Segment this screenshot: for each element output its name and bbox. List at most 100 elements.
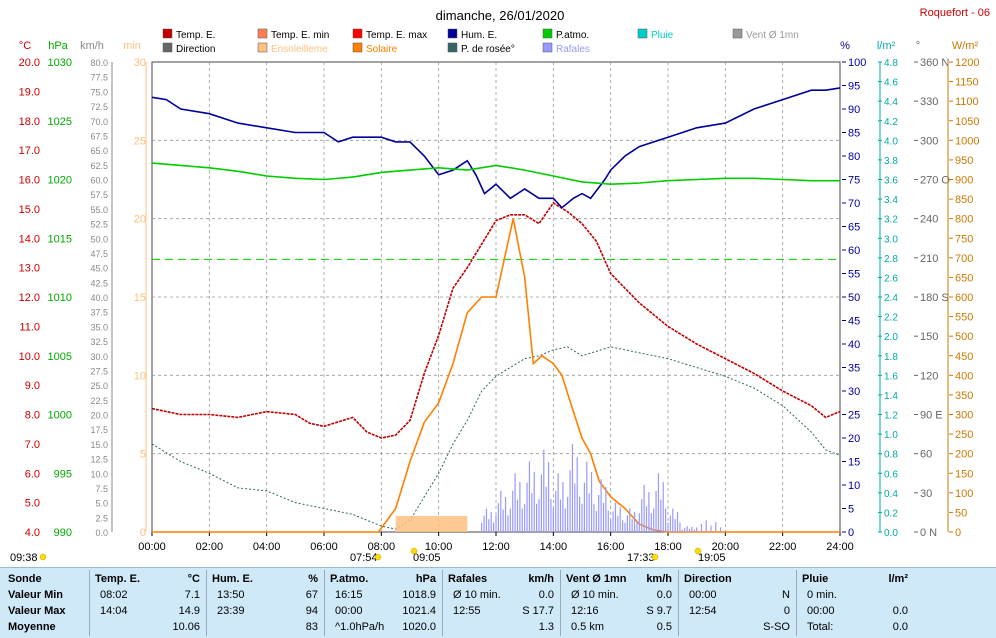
solar-tick: 350 (955, 390, 973, 402)
hum-avg-value: 83 (305, 621, 318, 633)
wind-tick: 25.0 (90, 381, 108, 391)
legend: Temp. E. Temp. E. min Temp. E. max Hum. E. P… (162, 28, 799, 55)
gust-min-value: 0.0 (538, 589, 554, 601)
wind-tick: 77.5 (90, 73, 108, 83)
dir-axis-unit: ° (916, 40, 920, 52)
solar-tick: 50 (955, 507, 967, 519)
x-tick: 18:00 (654, 541, 682, 553)
wind-tick: 20.0 (90, 411, 108, 421)
hum-tick: 20 (848, 433, 860, 445)
hum-tick: 10 (848, 480, 860, 492)
legend-swatch (257, 42, 268, 53)
legend-swatch (447, 42, 458, 53)
time-marker-label: 19:05 (698, 552, 726, 564)
rain-tick: 0.6 (884, 469, 898, 480)
wind-tick: 35.0 (90, 322, 108, 332)
x-tick: 10:00 (425, 541, 453, 553)
dir-tick: 0 N (920, 527, 937, 539)
rain-max-time: 00:00 (807, 605, 835, 617)
wind-tick: 22.5 (90, 396, 108, 406)
wind-avg-value: 0.5 (656, 621, 672, 633)
press-max-value: 1021.4 (402, 605, 436, 617)
solar-tick: 150 (955, 468, 973, 480)
gust-header: Rafales (448, 573, 488, 585)
hum-tick: 15 (848, 457, 860, 469)
moonset-icon (694, 547, 702, 555)
hum-max-value: 94 (305, 605, 318, 617)
x-tick: 08:00 (368, 541, 396, 553)
min-tick: 10 (134, 370, 146, 382)
time-marker-label: 07:54 (350, 552, 378, 564)
rain-tick: 0.4 (884, 489, 898, 500)
column-separator (560, 570, 561, 636)
x-tick: 20:00 (712, 541, 740, 553)
wind-tick: 10.0 (90, 469, 108, 479)
hum-tick: 5 (848, 504, 854, 516)
moonrise-icon (410, 547, 418, 555)
wind-tick: 60.0 (90, 176, 108, 186)
rain-axis-unit: l/m² (877, 40, 896, 52)
temp-unit: °C (187, 573, 200, 585)
dir-tick: 240 (920, 214, 938, 226)
temp-tick: 13.0 (19, 263, 40, 275)
temp-min-time: 08:02 (100, 589, 128, 601)
wind-tick: 75.0 (90, 87, 108, 97)
solar-tick: 450 (955, 351, 973, 363)
solar-tick: 1000 (955, 135, 979, 147)
gust-max-time: 12:55 (453, 605, 481, 617)
wind-max-time: 12:16 (571, 605, 599, 617)
grid (152, 62, 840, 532)
series-temp-e- (151, 201, 841, 439)
x-tick: 14:00 (540, 541, 568, 553)
column-separator (206, 570, 207, 636)
legend-swatch (637, 28, 648, 39)
legend-label: P. de rosée° (461, 44, 515, 55)
press-tick: 1020 (48, 175, 72, 187)
hum-tick: 60 (848, 245, 860, 257)
press-min-time: 16:15 (335, 589, 363, 601)
axes: °C 20.0 19.0 18.0 17.0 16.0 15.0 14.0 13.0 12.0 11… (19, 40, 980, 553)
temp-tick: 20.0 (19, 57, 40, 69)
dir-min-time: 00:00 (689, 589, 717, 601)
min-tick: 15 (134, 292, 146, 304)
solar-tick: 850 (955, 194, 973, 206)
hum-tick: 55 (848, 269, 860, 281)
row-label: Valeur Max (8, 605, 66, 617)
column-separator (442, 570, 443, 636)
rain-avg-label: Total: (807, 621, 834, 633)
x-tick: 16:00 (597, 541, 625, 553)
temp-tick: 10.0 (19, 351, 40, 363)
temp-tick: 12.0 (19, 292, 40, 304)
rain-tick: 0.0 (884, 528, 898, 539)
legend-label: P.atmo. (556, 30, 589, 41)
wind-tick: 2.5 (95, 513, 108, 523)
press-tick: 995 (54, 468, 72, 480)
press-tick: 1000 (48, 410, 72, 422)
min-tick: 25 (134, 135, 146, 147)
sun-icon (39, 553, 47, 561)
series-group (151, 87, 841, 533)
rain-tick: 1.6 (884, 371, 898, 382)
hum-tick: 70 (848, 198, 860, 210)
chart-title: dimanche, 26/01/2020 (436, 8, 565, 23)
dir-tick: 120 (920, 370, 938, 382)
press-tick: 1010 (48, 292, 72, 304)
dir-tick: 300 (920, 135, 938, 147)
min-tick: 0 (140, 527, 146, 539)
min-tick: 30 (134, 57, 146, 69)
x-tick: 06:00 (310, 541, 338, 553)
solar-tick: 500 (955, 331, 973, 343)
solar-tick: 250 (955, 429, 973, 441)
legend-label: Temp. E. (176, 30, 215, 41)
solar-tick: 650 (955, 272, 973, 284)
column-separator (796, 570, 797, 636)
gust-avg-value: 1.3 (538, 621, 554, 633)
wind-min-value: 0.0 (656, 589, 672, 601)
temp-axis-unit: °C (19, 40, 31, 52)
min-tick: 20 (134, 214, 146, 226)
sunset-icon (651, 553, 659, 561)
wind-tick: 37.5 (90, 308, 108, 318)
wind-header: Vent Ø 1mn (566, 573, 627, 585)
hum-tick: 100 (848, 57, 866, 69)
wind-max-value: S 9.7 (646, 605, 672, 617)
